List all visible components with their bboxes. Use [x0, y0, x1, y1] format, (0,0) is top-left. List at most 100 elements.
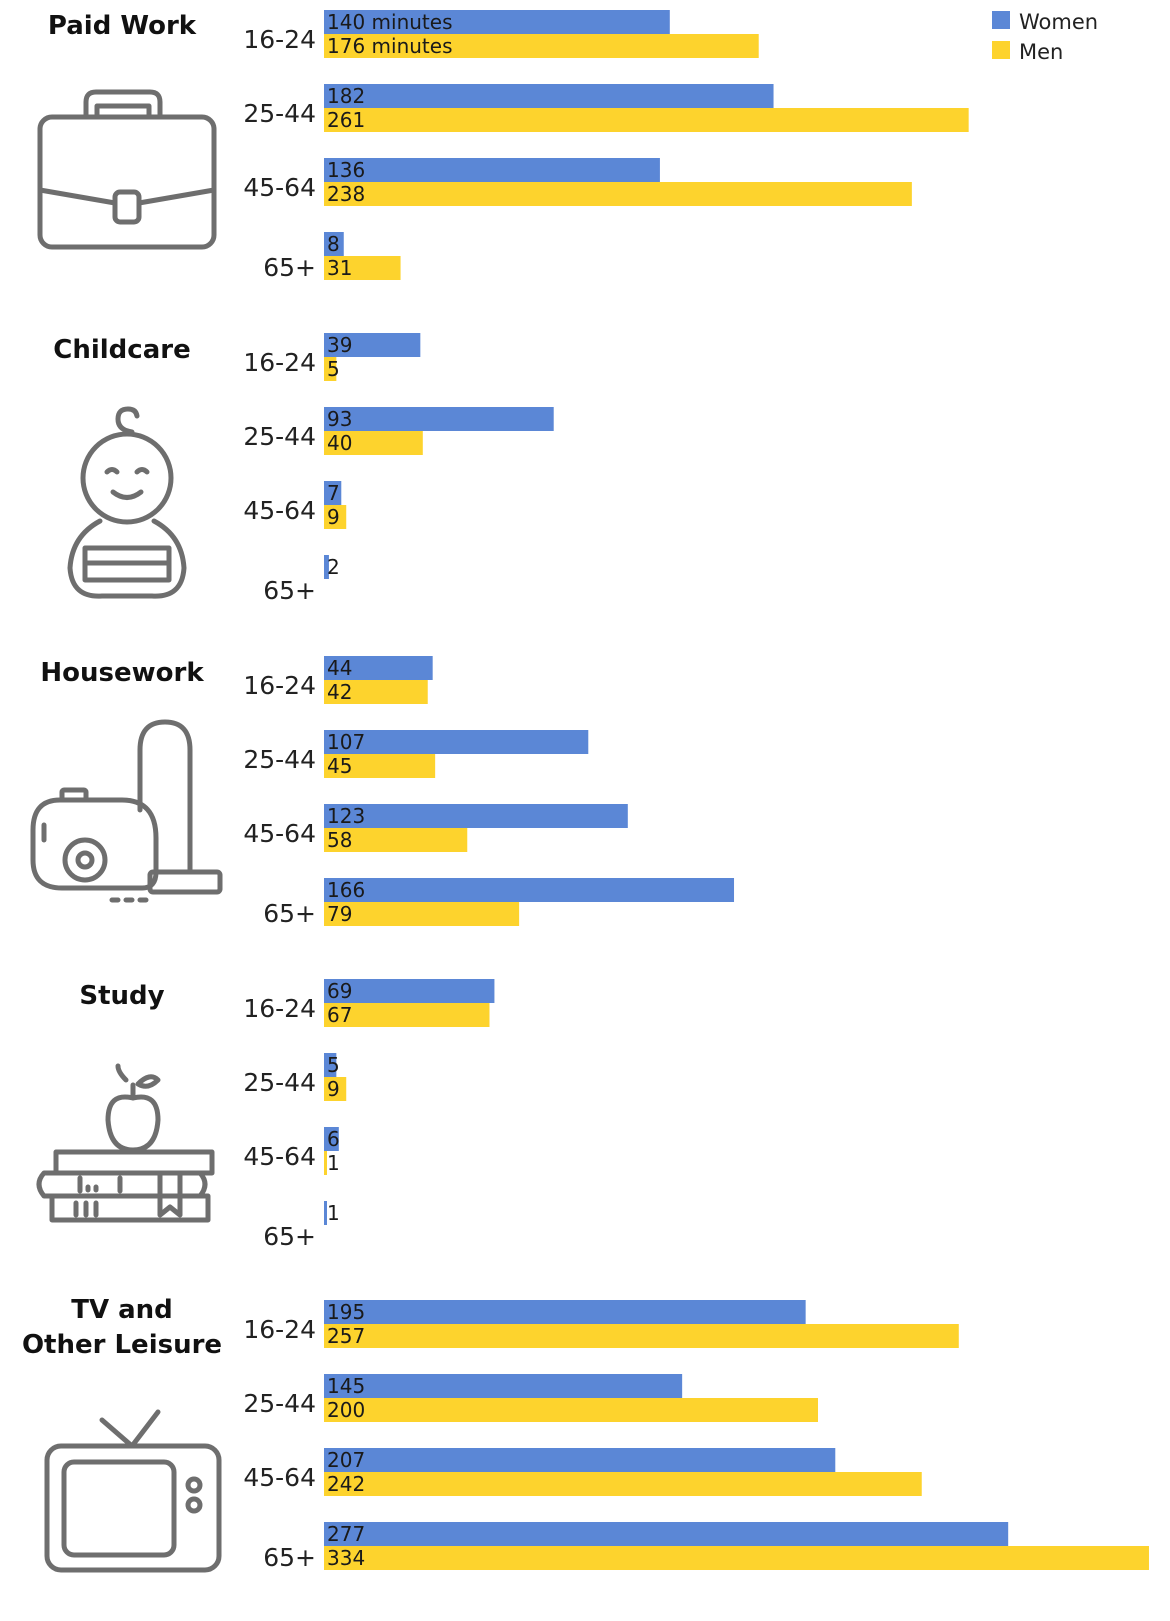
age-label: 65+ [263, 1543, 316, 1572]
bar-men [324, 1546, 1149, 1570]
value-label-women: 182 [327, 84, 365, 108]
bar-men [324, 1472, 922, 1496]
age-label: 16-24 [243, 25, 316, 54]
age-label: 16-24 [243, 671, 316, 700]
value-label-women: 140 minutes [327, 10, 453, 34]
legend-label-women: Women [1019, 10, 1098, 34]
value-label-women: 207 [327, 1448, 365, 1472]
value-label-men: 176 minutes [327, 34, 453, 58]
value-label-women: 39 [327, 333, 352, 357]
group-title: Other Leisure [22, 1330, 222, 1360]
age-label: 65+ [263, 576, 316, 605]
bar-men [324, 1003, 490, 1027]
bar-women [324, 10, 670, 34]
value-label-women: 277 [327, 1522, 365, 1546]
group-title: Study [79, 981, 164, 1011]
age-label: 45-64 [243, 1463, 316, 1492]
bar-men [324, 1151, 327, 1175]
bar-men [324, 34, 759, 58]
bar-women [324, 1374, 683, 1398]
age-label: 65+ [263, 1222, 316, 1251]
bar-women [324, 979, 495, 1003]
value-label-women: 93 [327, 407, 352, 431]
bar-women [324, 333, 421, 357]
bar-men [324, 1398, 818, 1422]
bar-men [324, 182, 912, 206]
value-label-women: 6 [327, 1127, 340, 1151]
value-label-women: 123 [327, 804, 365, 828]
bar-men [324, 357, 337, 381]
value-label-women: 195 [327, 1300, 365, 1324]
bar-men [324, 754, 436, 778]
value-label-men: 40 [327, 431, 352, 455]
group-title: Paid Work [48, 11, 197, 41]
label-layer: Paid Work 16-24 25-44 45-64 65+ Childcare 16-2… [22, 11, 316, 1572]
bar-men [324, 680, 428, 704]
value-label-men: 79 [327, 902, 352, 926]
bar-women [324, 1127, 339, 1151]
bar-men [324, 256, 401, 280]
age-label: 45-64 [243, 173, 316, 202]
value-label-men: 9 [327, 505, 340, 529]
value-label-men: 1 [327, 1151, 340, 1175]
legend-swatch-women [992, 11, 1010, 29]
bar-women [324, 1448, 836, 1472]
television-icon [44, 1409, 222, 1573]
age-label: 25-44 [243, 1389, 316, 1418]
age-label: 65+ [263, 899, 316, 928]
value-label-women: 166 [327, 878, 365, 902]
value-label-women: 8 [327, 232, 340, 256]
briefcase-icon [37, 89, 217, 250]
value-label-men: 58 [327, 828, 352, 852]
value-label-women: 2 [327, 555, 340, 579]
age-label: 16-24 [243, 994, 316, 1023]
bar-women [324, 730, 589, 754]
bar-men [324, 431, 423, 455]
value-label-men: 31 [327, 256, 352, 280]
bar-women [324, 804, 628, 828]
value-label-men: 5 [327, 357, 340, 381]
bar-women [324, 232, 344, 256]
bar-men [324, 902, 520, 926]
age-label: 45-64 [243, 819, 316, 848]
legend-swatch-men [992, 41, 1010, 59]
bar-women [324, 1522, 1009, 1546]
bar-men [324, 1324, 959, 1348]
age-label: 45-64 [243, 1142, 316, 1171]
bar-women [324, 555, 329, 579]
value-label-men: 45 [327, 754, 352, 778]
value-label-women: 5 [327, 1053, 340, 1077]
group-title: Housework [40, 658, 204, 688]
value-label-women: 7 [327, 481, 340, 505]
age-label: 25-44 [243, 1068, 316, 1097]
bar-men [324, 828, 468, 852]
value-label-men: 200 [327, 1398, 365, 1422]
value-label-women: 44 [327, 656, 352, 680]
age-label: 25-44 [243, 422, 316, 451]
value-label-men: 42 [327, 680, 352, 704]
bar-women [324, 84, 774, 108]
value-label-men: 334 [327, 1546, 365, 1570]
bar-women [324, 158, 660, 182]
baby-icon [67, 406, 187, 599]
bar-women [324, 878, 735, 902]
vacuum-cleaner-icon [30, 719, 223, 903]
bar-men [324, 505, 347, 529]
age-label: 25-44 [243, 99, 316, 128]
bar-women [324, 1053, 337, 1077]
value-label-men: 257 [327, 1324, 365, 1348]
age-label: 25-44 [243, 745, 316, 774]
value-label-men: 242 [327, 1472, 365, 1496]
bar-women [324, 1201, 327, 1225]
value-label-women: 145 [327, 1374, 365, 1398]
value-label-women: 69 [327, 979, 352, 1003]
value-label-men: 9 [327, 1077, 340, 1101]
group-title: Childcare [53, 335, 190, 365]
value-label-men: 261 [327, 108, 365, 132]
age-label: 16-24 [243, 1315, 316, 1344]
bar-men [324, 1077, 347, 1101]
age-label: 45-64 [243, 496, 316, 525]
legend: Women Men [992, 10, 1098, 64]
